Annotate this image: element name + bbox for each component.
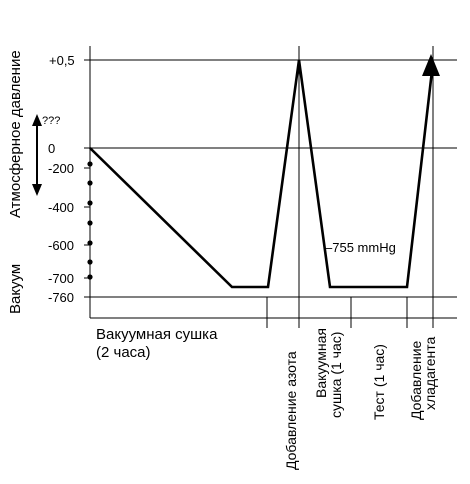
tick-label-0: 0 xyxy=(48,141,55,156)
double-arrow-icon xyxy=(32,114,42,196)
y-ticks xyxy=(84,59,90,298)
phase-test: Тест (1 час) xyxy=(371,344,387,420)
vacuum-label: Вакуум xyxy=(7,264,24,314)
arrowhead-icon xyxy=(422,54,440,76)
atmospheric-pressure-label: Атмосферное давление xyxy=(7,50,24,218)
tick-label-200: -200 xyxy=(48,161,74,176)
phase-vacuum-drying-line2: (2 часа) xyxy=(96,344,151,361)
phase-vacuum-drying-line1: Вакуумная сушка xyxy=(96,326,218,343)
tick-label-400: -400 xyxy=(48,200,74,215)
phase-separators xyxy=(266,46,434,328)
tick-label-760: -760 xyxy=(48,290,74,305)
unknown-label: ??? xyxy=(42,115,60,127)
phase-refrigerant-line1: Добавление xyxy=(408,340,424,420)
tick-label-700: -700 xyxy=(48,271,74,286)
phase-vacuum-drying2-line1: Вакуумная xyxy=(313,328,329,398)
vacuum-annotation: –755 mmHg xyxy=(325,240,396,255)
phase-refrigerant-line2: хладагента xyxy=(422,337,438,410)
tick-label-600: -600 xyxy=(48,238,74,253)
phase-nitrogen: Добавление азота xyxy=(283,351,299,470)
phase-vacuum-drying2-line2: сушка (1 час) xyxy=(328,332,344,418)
pressure-curve xyxy=(89,59,435,289)
tick-label-plus05: +0,5 xyxy=(49,53,75,68)
